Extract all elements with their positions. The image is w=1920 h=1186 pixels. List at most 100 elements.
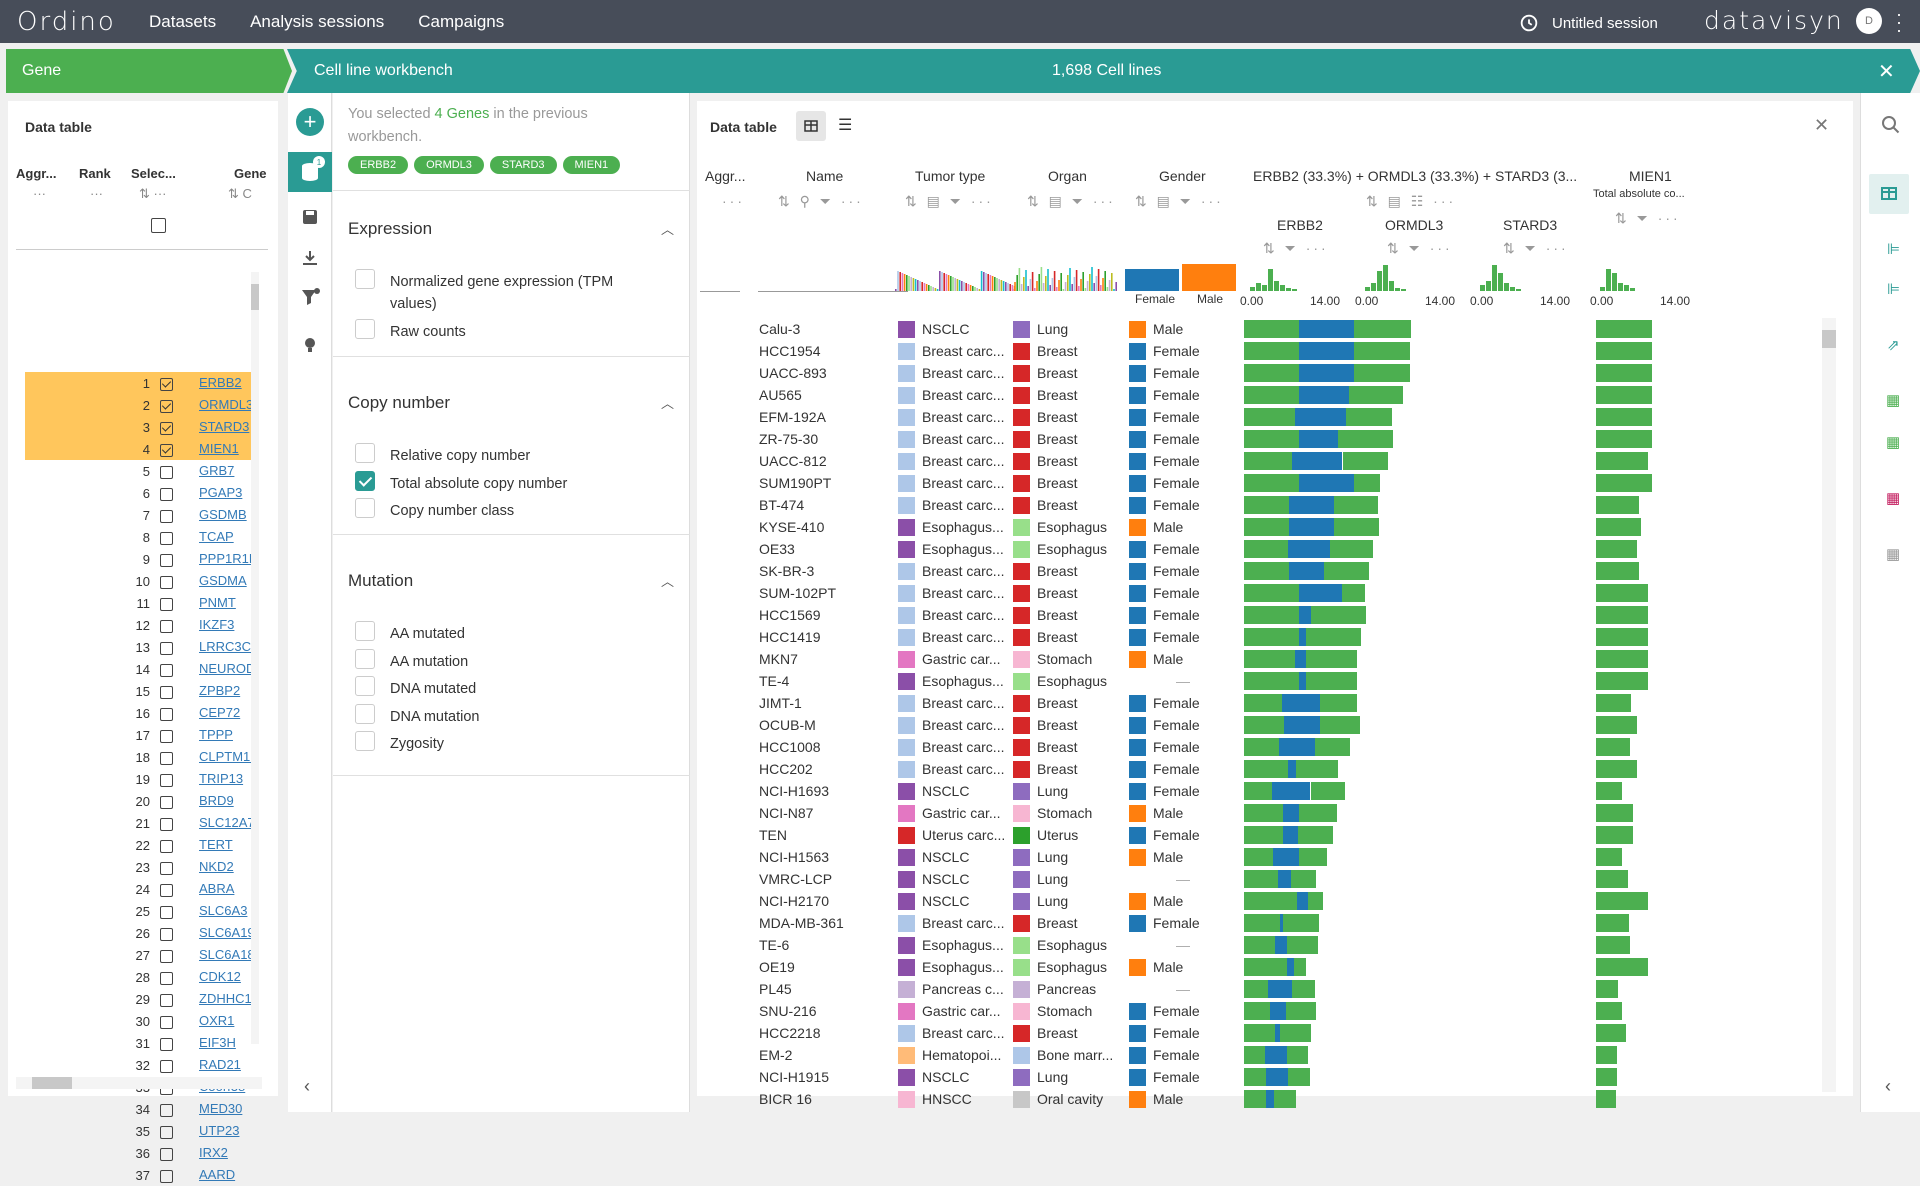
- app-logo[interactable]: Ordino: [17, 6, 116, 37]
- database-icon[interactable]: 1: [288, 152, 332, 192]
- gene-link[interactable]: TERT: [199, 837, 233, 852]
- table-row[interactable]: NCI-H1915 NSCLC Lung Female: [700, 1066, 1705, 1088]
- table-row[interactable]: 2 ORMDL3: [25, 394, 257, 416]
- row-checkbox[interactable]: [160, 574, 173, 590]
- row-checkbox[interactable]: [160, 1146, 173, 1162]
- column-tools-icon[interactable]: ⇅ ⏷ ···: [1263, 240, 1329, 256]
- option-label[interactable]: DNA mutation: [390, 708, 480, 725]
- row-checkbox[interactable]: [160, 772, 173, 788]
- row-checkbox[interactable]: [160, 816, 173, 832]
- table-row[interactable]: BT-474 Breast carc... Breast Female: [700, 494, 1705, 516]
- breadcrumb-cell-line-workbench[interactable]: Cell line workbench 1,698 Cell lines ✕: [287, 49, 1920, 93]
- table-icon[interactable]: ▦: [1886, 392, 1901, 409]
- column-tools-icon[interactable]: ⇅ ⏷ ···: [1615, 210, 1681, 226]
- row-checkbox[interactable]: [160, 1102, 173, 1118]
- section-header[interactable]: Copy number: [348, 393, 451, 412]
- col-mien1[interactable]: MIEN1: [1629, 168, 1672, 184]
- table-row[interactable]: 16 CEP72: [25, 702, 257, 724]
- option-checkbox[interactable]: [355, 703, 375, 724]
- table-row[interactable]: 15 ZPBP2: [25, 680, 257, 702]
- table-row[interactable]: 3 STARD3: [25, 416, 257, 438]
- row-checkbox[interactable]: [160, 904, 173, 920]
- row-checkbox[interactable]: [160, 618, 173, 634]
- gene-link[interactable]: SLC12A7: [199, 815, 255, 830]
- table-row[interactable]: OCUB-M Breast carc... Breast Female: [700, 714, 1705, 736]
- option-checkbox[interactable]: [355, 470, 375, 491]
- table-row[interactable]: 12 IKZF3: [25, 614, 257, 636]
- table-row[interactable]: 26 SLC6A19: [25, 922, 257, 944]
- table-row[interactable]: 17 TPPP: [25, 724, 257, 746]
- col-gender[interactable]: Gender: [1159, 168, 1206, 184]
- table-row[interactable]: EFM-192A Breast carc... Breast Female: [700, 406, 1705, 428]
- row-checkbox[interactable]: [160, 464, 173, 480]
- table-row[interactable]: TE-4 Esophagus... Esophagus —: [700, 670, 1705, 692]
- gene-link[interactable]: PNMT: [199, 595, 236, 610]
- table-row[interactable]: 35 UTP23: [25, 1120, 257, 1142]
- search-icon[interactable]: [1881, 115, 1901, 135]
- table-row[interactable]: OE33 Esophagus... Esophagus Female: [700, 538, 1705, 560]
- gene-link[interactable]: ZDHHC19: [199, 991, 259, 1006]
- table-row[interactable]: NCI-N87 Gastric car... Stomach Male: [700, 802, 1705, 824]
- option-label[interactable]: Total absolute copy number: [390, 475, 568, 492]
- row-checkbox[interactable]: [160, 794, 173, 810]
- gene-link[interactable]: GRB7: [199, 463, 235, 478]
- column-tools-icon[interactable]: ⇅ ⏷ ···: [1503, 240, 1569, 256]
- table-row[interactable]: 32 RAD21: [25, 1054, 257, 1076]
- table-row[interactable]: MDA-MB-361 Breast carc... Breast Female: [700, 912, 1705, 934]
- option-checkbox[interactable]: [355, 676, 375, 696]
- gene-link[interactable]: ORMDL3: [199, 397, 254, 412]
- table-row[interactable]: 36 IRX2: [25, 1142, 257, 1164]
- gene-link[interactable]: OXR1: [199, 1013, 235, 1028]
- row-checkbox[interactable]: [160, 596, 173, 612]
- gene-link[interactable]: AARD: [199, 1167, 236, 1182]
- table-row[interactable]: HCC2218 Breast carc... Breast Female: [700, 1022, 1705, 1044]
- option-checkbox[interactable]: [355, 621, 375, 641]
- column-tools-icon[interactable]: ⇅ ▤ ⏷ ···: [905, 193, 994, 209]
- table-row[interactable]: 24 ABRA: [25, 878, 257, 900]
- col-aggr[interactable]: Aggr...: [16, 166, 57, 181]
- chart-icon[interactable]: ⊫: [1887, 241, 1901, 258]
- table-row[interactable]: NCI-H1563 NSCLC Lung Male: [700, 846, 1705, 868]
- table-row[interactable]: AU565 Breast carc... Breast Female: [700, 384, 1705, 406]
- table-row[interactable]: SUM-102PT Breast carc... Breast Female: [700, 582, 1705, 604]
- option-checkbox[interactable]: [355, 443, 375, 463]
- table-row[interactable]: EM-2 Hematopoi... Bone marr... Female: [700, 1044, 1705, 1066]
- gene-link[interactable]: BRD9: [199, 793, 234, 808]
- column-tools-icon[interactable]: ⇅ ▤ ⏷ ···: [1027, 193, 1116, 209]
- column-tools-icon[interactable]: ⇅ ⚲ ⏷ ···: [778, 193, 864, 209]
- table-icon[interactable]: ▦: [1886, 490, 1901, 507]
- row-checkbox[interactable]: [160, 1168, 173, 1184]
- section-header[interactable]: Expression: [348, 219, 433, 238]
- chevron-up-icon[interactable]: ︿: [661, 222, 675, 237]
- gene-link[interactable]: SLC6A19: [199, 925, 255, 940]
- row-checkbox[interactable]: [160, 552, 173, 568]
- nav-datasets[interactable]: Datasets: [149, 11, 217, 31]
- table-row[interactable]: TEN Uterus carc... Uterus Female: [700, 824, 1705, 846]
- row-checkbox[interactable]: [160, 640, 173, 656]
- row-checkbox[interactable]: [160, 926, 173, 942]
- option-label[interactable]: AA mutation: [390, 653, 469, 670]
- lightbulb-icon[interactable]: [301, 336, 319, 354]
- gene-link[interactable]: NKD2: [199, 859, 234, 874]
- gene-link[interactable]: ZPBP2: [199, 683, 241, 698]
- nav-analysis-sessions[interactable]: Analysis sessions: [250, 11, 385, 31]
- table-row[interactable]: ZR-75-30 Breast carc... Breast Female: [700, 428, 1705, 450]
- table-row[interactable]: 11 PNMT: [25, 592, 257, 614]
- gene-link[interactable]: UTP23: [199, 1123, 240, 1138]
- col-ormdl3[interactable]: ORMDL3: [1385, 217, 1444, 233]
- table-row[interactable]: SNU-216 Gastric car... Stomach Female: [700, 1000, 1705, 1022]
- table-row[interactable]: 28 CDK12: [25, 966, 257, 988]
- column-tools-icon[interactable]: ⇅ ⏷ ···: [1387, 240, 1453, 256]
- row-checkbox[interactable]: [160, 442, 173, 458]
- table-row[interactable]: 19 TRIP13: [25, 768, 257, 790]
- col-gene[interactable]: Gene: [234, 166, 267, 181]
- row-checkbox[interactable]: [160, 684, 173, 700]
- collapse-left-icon[interactable]: ‹: [304, 1076, 310, 1096]
- gene-link[interactable]: CDK12: [199, 969, 241, 984]
- col-rank[interactable]: Rank: [79, 166, 111, 181]
- table-row[interactable]: HCC1419 Breast carc... Breast Female: [700, 626, 1705, 648]
- gene-link[interactable]: MIEN1: [199, 441, 239, 456]
- table-row[interactable]: 30 OXR1: [25, 1010, 257, 1032]
- col-copy-number-stack[interactable]: ERBB2 (33.3%) + ORMDL3 (33.3%) + STARD3 …: [1253, 168, 1578, 184]
- close-icon[interactable]: ✕: [1814, 115, 1830, 135]
